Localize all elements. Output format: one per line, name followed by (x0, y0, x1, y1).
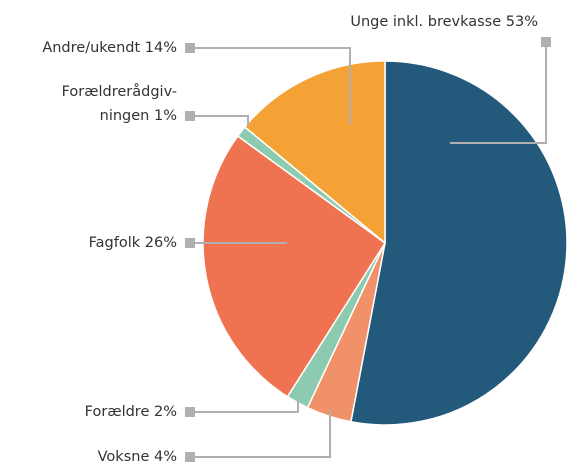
category-name: Andre/ukendt (42, 40, 140, 56)
value-label: 14% (145, 40, 177, 56)
pie-slice (202, 134, 387, 398)
value-label: 1% (154, 108, 177, 124)
leader-line (190, 47, 351, 125)
leader-marker (185, 43, 195, 53)
slice-label: Forældre 2% (85, 404, 177, 420)
slice-label: Forældrerådgiv- (62, 83, 177, 100)
leader-marker (541, 37, 551, 47)
category-name: Forældrerådgiv- (62, 83, 177, 100)
slice-label: Voksne 4% (98, 449, 177, 465)
value-label: 26% (145, 235, 177, 251)
leader-marker (185, 238, 195, 248)
leader-line (190, 410, 331, 458)
slice-label: ningen 1% (100, 108, 177, 124)
value-label: 53% (506, 14, 538, 30)
leader-marker (185, 111, 195, 121)
category-name: Forældre (85, 404, 150, 420)
category-name: Unge inkl. brevkasse (350, 14, 501, 30)
leader-line (190, 400, 299, 413)
leader-line (190, 115, 249, 126)
pie-slice (350, 60, 568, 426)
value-label: 2% (154, 404, 177, 420)
category-name: Fagfolk (89, 235, 141, 251)
slice-label: Fagfolk 26% (89, 235, 177, 251)
leader-line (450, 42, 547, 144)
leader-marker (185, 452, 195, 462)
category-name: ningen (100, 108, 150, 124)
slice-label: Andre/ukendt 14% (42, 40, 177, 56)
slice-label: Unge inkl. brevkasse 53% (350, 14, 538, 30)
value-label: 4% (154, 449, 177, 465)
category-name: Voksne (98, 449, 150, 465)
leader-marker (185, 407, 195, 417)
